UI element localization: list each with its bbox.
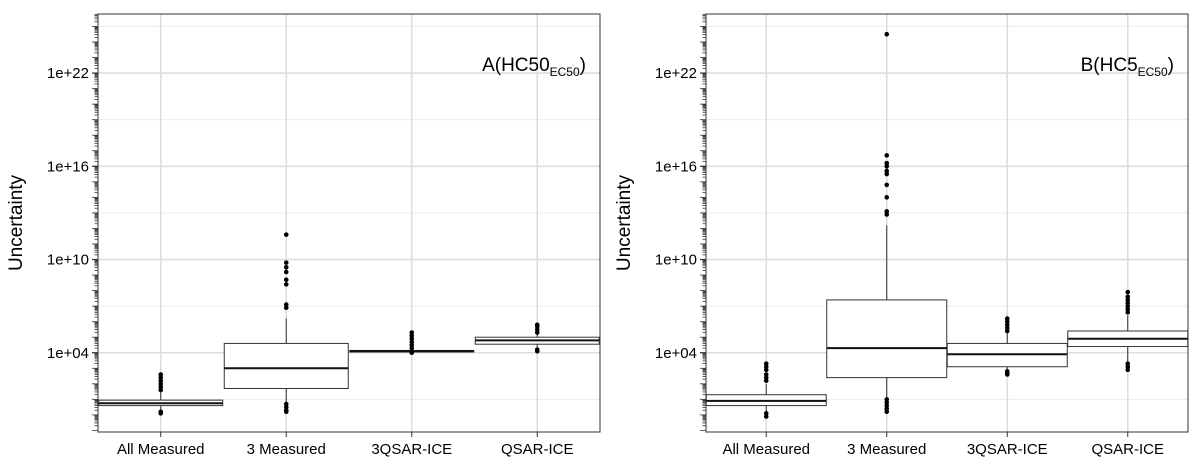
- panel-label-main: B(HC5: [1081, 55, 1138, 76]
- box-0: [98, 372, 224, 416]
- outlier-point: [763, 361, 769, 366]
- y-axis-label: Uncertainty: [6, 174, 27, 271]
- outlier-point: [884, 153, 890, 158]
- outlier-point: [763, 411, 769, 416]
- y-axis-label: Uncertainty: [614, 174, 635, 271]
- outlier-point: [409, 330, 415, 335]
- y-tick-label: 1e+10: [655, 252, 697, 269]
- panel-label: A(HC50EC50): [482, 55, 586, 79]
- outlier-point: [1004, 369, 1010, 374]
- x-category-label: 3QSAR-ICE: [371, 441, 452, 458]
- x-category-label: 3QSAR-ICE: [967, 441, 1048, 458]
- x-category-label: QSAR-ICE: [1091, 441, 1164, 458]
- outlier-point: [534, 322, 540, 328]
- outlier-point: [283, 277, 289, 283]
- y-tick-label: 1e+04: [655, 345, 697, 362]
- box-2: [349, 330, 475, 356]
- x-category-label: 3 Measured: [247, 441, 326, 458]
- outlier-point: [283, 260, 289, 265]
- outlier-point: [763, 372, 769, 377]
- outlier-point: [884, 168, 890, 174]
- y-tick-label: 1e+16: [655, 158, 697, 175]
- x-category-label: QSAR-ICE: [501, 441, 574, 458]
- outlier-point: [283, 401, 289, 407]
- panel-label: B(HC5EC50): [1081, 55, 1174, 79]
- outlier-point: [884, 397, 890, 402]
- outlier-point: [283, 232, 289, 237]
- panel-label-subscript: EC50: [550, 65, 580, 79]
- x-category-label: All Measured: [722, 441, 810, 458]
- outlier-point: [1125, 294, 1131, 300]
- outlier-point: [884, 209, 890, 214]
- outlier-point: [283, 269, 289, 275]
- outlier-point: [158, 372, 164, 377]
- outlier-point: [884, 195, 890, 200]
- box-1: [826, 31, 948, 415]
- box-1: [223, 232, 349, 415]
- box-2: [946, 316, 1068, 377]
- box-3: [1067, 289, 1189, 373]
- outlier-point: [158, 409, 164, 415]
- outlier-point: [884, 31, 890, 37]
- panel-label-close: ): [580, 55, 586, 76]
- box-3: [474, 322, 600, 354]
- panel-label-subscript: EC50: [1138, 65, 1168, 79]
- y-tick-label: 1e+04: [47, 345, 89, 362]
- panel-label-main: A(HC50: [482, 55, 550, 76]
- box-rect: [223, 342, 349, 389]
- outlier-point: [283, 264, 289, 270]
- x-category-label: 3 Measured: [847, 441, 926, 458]
- outlier-point: [409, 350, 415, 356]
- box-0: [705, 361, 827, 419]
- x-category-label: All Measured: [117, 441, 205, 458]
- outlier-point: [884, 182, 890, 188]
- y-tick-label: 1e+22: [655, 65, 697, 82]
- outlier-point: [1125, 361, 1131, 366]
- y-tick-label: 1e+16: [47, 158, 89, 175]
- chart-panel-b: 1e+04 1e+10 1e+16 1e+22 All Measured 3 Measur…: [614, 13, 1189, 458]
- y-tick-label: 1e+10: [47, 252, 89, 269]
- outlier-point: [1125, 289, 1131, 295]
- panel-border: [97, 13, 601, 433]
- chart-panel-a: 1e+04 1e+10 1e+16 1e+22 All Measured 3 Measur…: [6, 13, 601, 458]
- panel-label-close: ): [1168, 55, 1174, 76]
- panel-border: [705, 13, 1189, 433]
- box-rect: [826, 299, 948, 379]
- outlier-point: [1004, 316, 1010, 321]
- y-tick-label: 1e+22: [47, 65, 89, 82]
- outlier-point: [283, 302, 289, 307]
- outlier-point: [283, 282, 289, 287]
- outlier-point: [534, 347, 540, 352]
- outlier-point: [884, 160, 890, 166]
